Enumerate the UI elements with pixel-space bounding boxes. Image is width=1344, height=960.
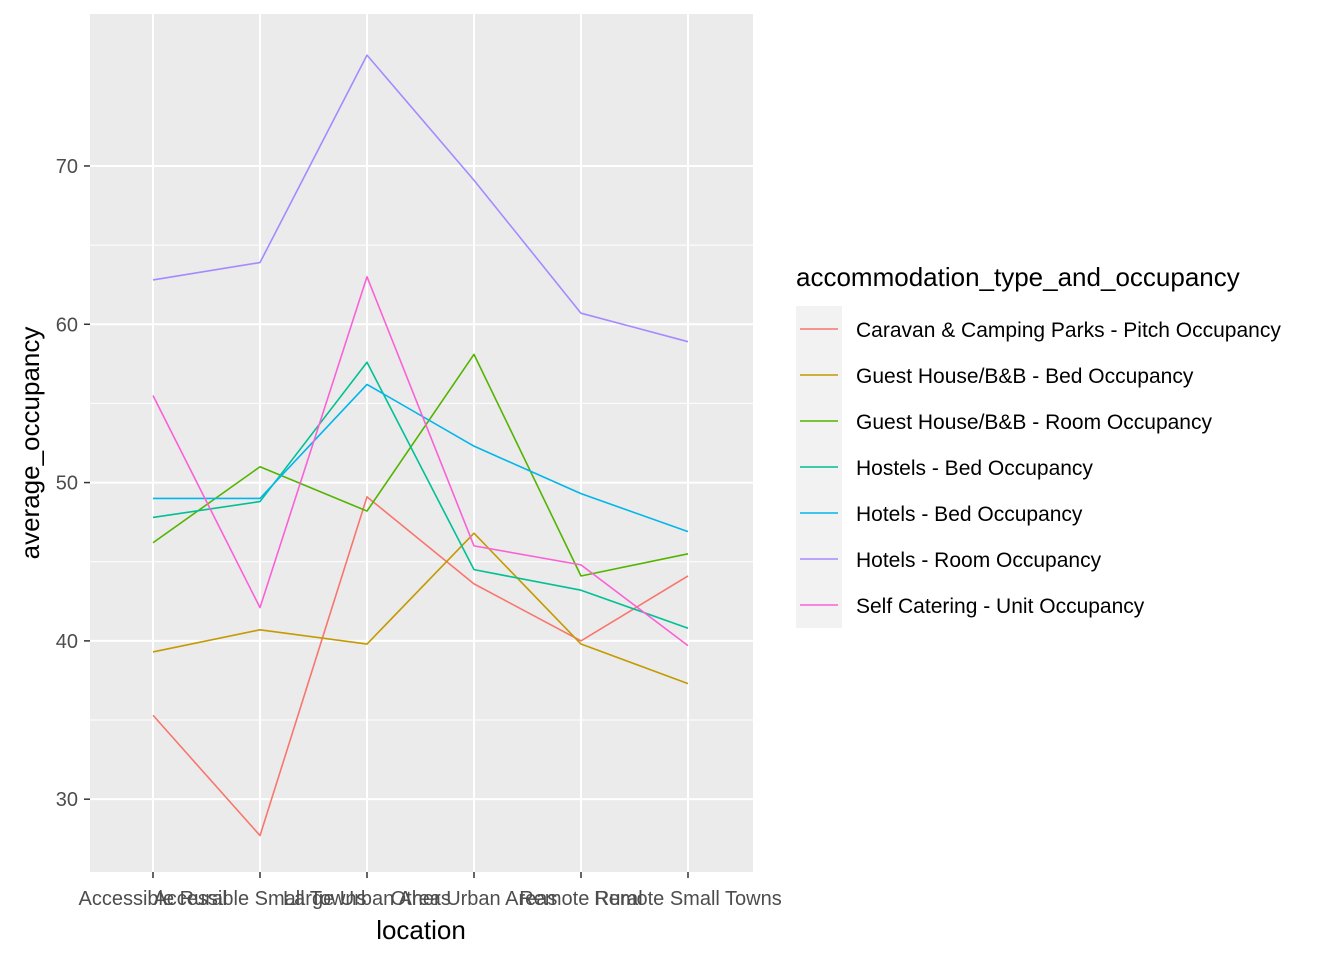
legend-label: Hotels - Room Occupancy [856,549,1102,572]
series-lines [152,54,689,837]
plot-panel [90,14,753,872]
legend-label: Self Catering - Unit Occupancy [856,595,1145,618]
series-line [152,361,689,629]
minor-gridlines [90,244,753,721]
x-tick-label: Other Urban Areas [391,888,558,910]
x-tick-label: Large Urban Areas [283,888,451,910]
series-line [152,532,689,685]
x-tick-label: Remote Small Towns [594,888,781,910]
series-line [153,383,689,533]
x-axis-title: location [376,915,466,945]
x-tick-label: Remote Rural [519,888,642,910]
legend-label: Guest House/B&B - Bed Occupancy [856,365,1194,388]
legend-label: Caravan & Camping Parks - Pitch Occupanc… [856,319,1281,342]
legend-title: accommodation_type_and_occupancy [796,262,1240,292]
legend-label: Hotels - Bed Occupancy [856,503,1083,526]
x-tick-label: Accessible Rural [79,888,228,910]
y-tick-label: 50 [56,473,78,495]
x-tick-label: Accessible Small Towns [153,888,366,910]
y-axis-title: average_occupancy [15,327,45,560]
major-gridlines [90,14,753,872]
series-line [152,496,689,837]
legend: accommodation_type_and_occupancy Caravan… [796,262,1281,628]
legend-label: Hostels - Bed Occupancy [856,457,1093,480]
series-line [152,353,689,577]
y-tick-label: 40 [56,631,78,653]
y-tick-label: 70 [56,156,78,178]
series-line [152,54,689,343]
legend-label: Guest House/B&B - Room Occupancy [856,411,1212,434]
y-axis: 30 40 50 60 70 [56,156,90,811]
series-line [152,275,689,647]
y-tick-label: 30 [56,789,78,811]
y-tick-label: 60 [56,314,78,336]
